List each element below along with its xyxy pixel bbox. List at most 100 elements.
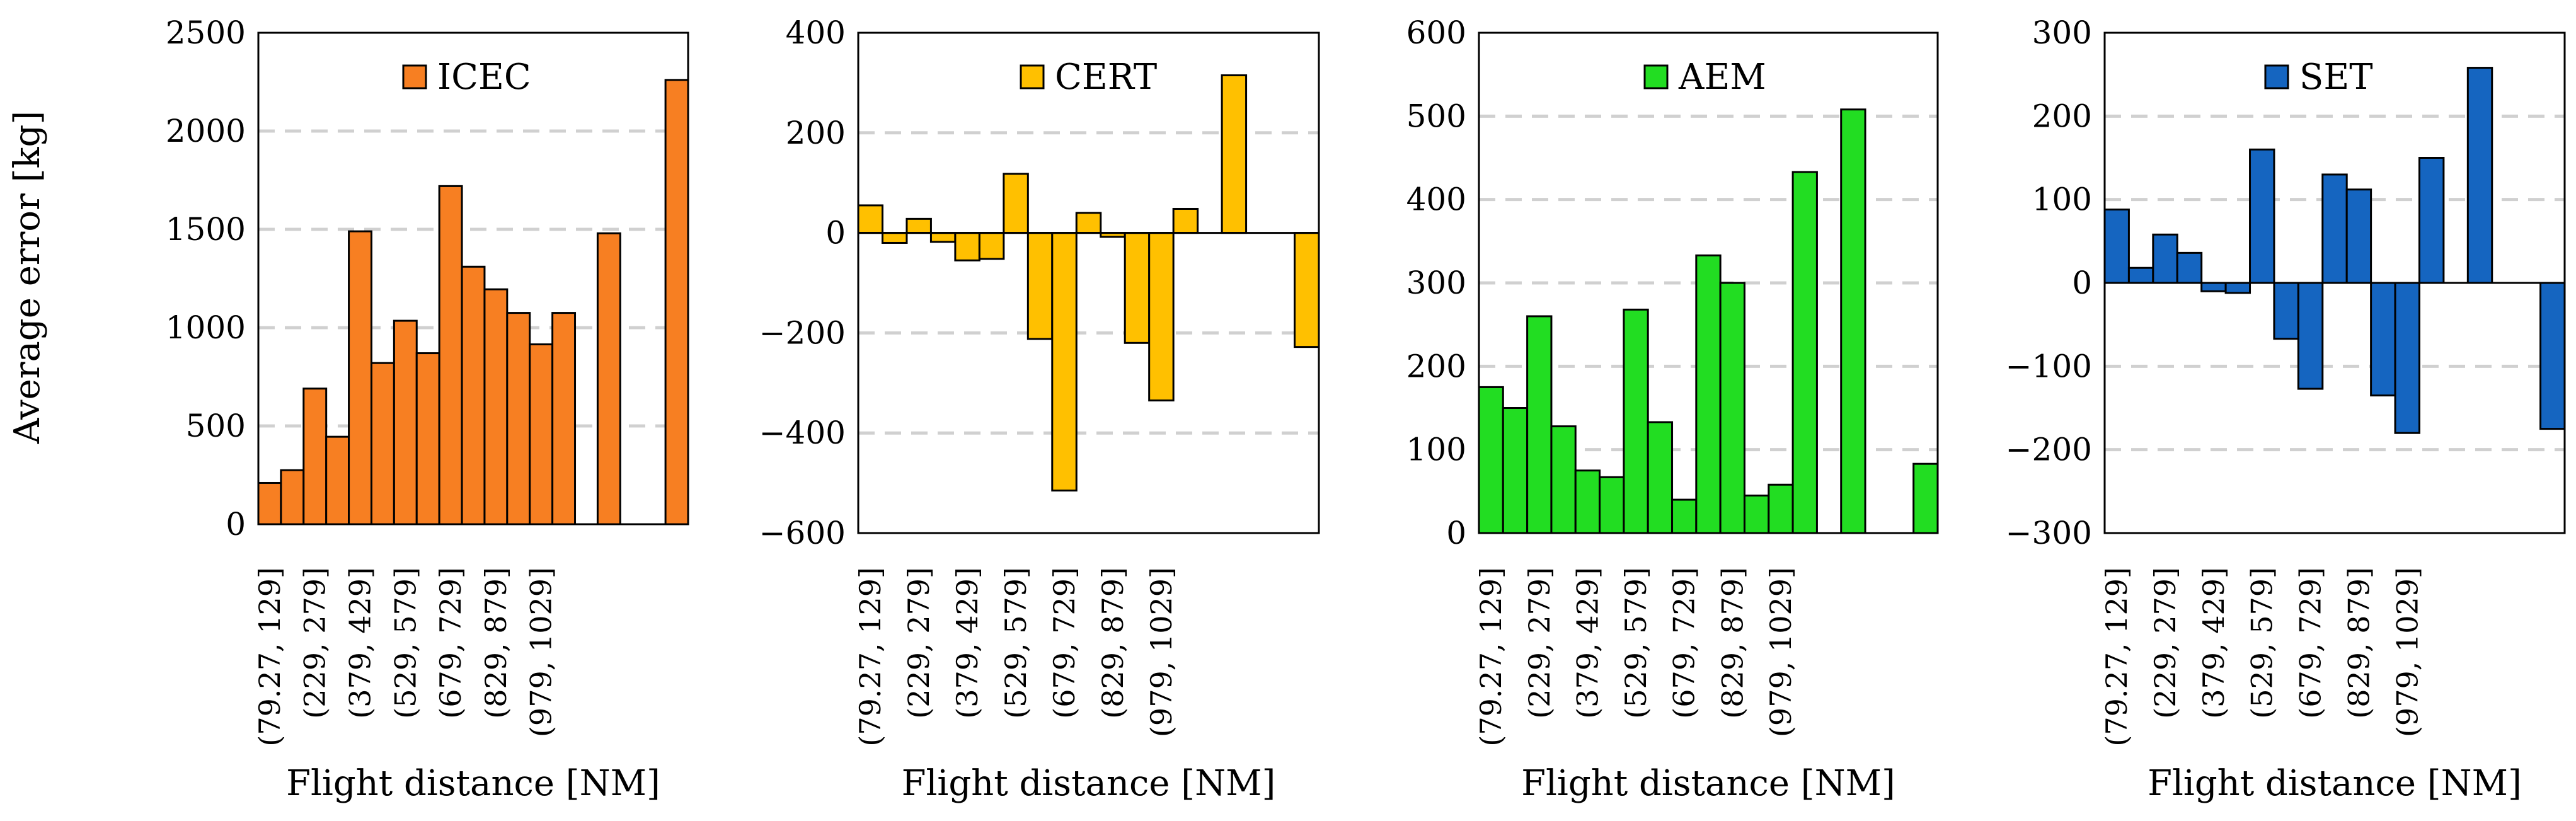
y-tick-label: −600 bbox=[759, 515, 846, 551]
x-axis-label: Flight distance [NM] bbox=[2148, 763, 2522, 804]
bar bbox=[461, 265, 486, 525]
x-tick-label: (379, 429] bbox=[1570, 567, 1604, 719]
bar bbox=[2345, 188, 2372, 284]
bar bbox=[325, 435, 350, 525]
x-tick-label: (379, 429] bbox=[950, 567, 984, 719]
bar bbox=[857, 204, 883, 234]
y-tick-label: 0 bbox=[226, 506, 246, 543]
bar bbox=[2249, 148, 2275, 284]
bar bbox=[1172, 207, 1199, 234]
bar bbox=[1075, 212, 1102, 234]
y-tick-label: 500 bbox=[186, 408, 246, 444]
x-tick-label: (379, 429] bbox=[2197, 567, 2231, 719]
y-tick-label: 600 bbox=[1406, 14, 1466, 51]
bar bbox=[529, 343, 554, 525]
bar bbox=[1478, 386, 1504, 534]
x-tick-label: (679, 729] bbox=[1667, 567, 1701, 719]
bar bbox=[2224, 282, 2251, 294]
bar bbox=[393, 319, 418, 525]
x-tick-label: (529, 579] bbox=[999, 567, 1033, 719]
x-tick-label: (829, 879] bbox=[2342, 567, 2376, 719]
bar bbox=[1221, 74, 1248, 234]
bar bbox=[1574, 469, 1601, 534]
bar bbox=[280, 469, 305, 525]
x-axis-label: Flight distance [NM] bbox=[286, 763, 660, 804]
y-tick-label: 100 bbox=[1406, 432, 1466, 468]
legend-label: ICEC bbox=[437, 57, 531, 98]
legend: CERT bbox=[1020, 57, 1157, 98]
bar bbox=[1768, 483, 1794, 534]
x-tick-label: (979, 1029] bbox=[2390, 567, 2424, 737]
bar bbox=[1743, 494, 1770, 534]
plot-area-frame bbox=[2103, 32, 2566, 534]
x-tick-label: (229, 279] bbox=[2148, 567, 2182, 719]
legend: SET bbox=[2264, 57, 2373, 98]
bar bbox=[1719, 282, 1745, 534]
bar bbox=[370, 362, 395, 525]
x-tick-label: (829, 879] bbox=[1096, 567, 1130, 719]
y-tick-label: 300 bbox=[1406, 265, 1466, 301]
y-tick-label: 2500 bbox=[166, 14, 246, 51]
bar bbox=[2539, 282, 2566, 430]
y-tick-label: 200 bbox=[1406, 348, 1466, 384]
y-tick-label: 0 bbox=[2072, 265, 2092, 301]
bar bbox=[415, 352, 440, 525]
bar bbox=[1623, 308, 1649, 534]
bar bbox=[483, 288, 509, 525]
y-tick-label: 100 bbox=[2032, 181, 2092, 218]
x-tick-label: (79.27, 129] bbox=[1474, 567, 1508, 747]
legend-label: AEM bbox=[1678, 57, 1766, 98]
y-tick-label: 300 bbox=[2032, 14, 2092, 51]
legend-swatch bbox=[2264, 64, 2289, 89]
x-tick-label: (979, 1029] bbox=[1144, 567, 1178, 737]
chart-panel-icec: 0 500 1000 1500 2000 2500 (79.27, 129] (229, 27… bbox=[166, 14, 689, 804]
x-axis-label: Flight distance [NM] bbox=[1521, 763, 1895, 804]
bar bbox=[2103, 209, 2130, 284]
x-tick-label: (79.27, 129] bbox=[853, 567, 887, 747]
plot-area-frame bbox=[257, 32, 689, 525]
x-tick-label: (829, 879] bbox=[1715, 567, 1749, 719]
plot-area-frame bbox=[1478, 32, 1939, 534]
x-tick-label: (229, 279] bbox=[298, 567, 332, 719]
bar bbox=[2127, 267, 2154, 284]
x-tick-label: (79.27, 129] bbox=[253, 567, 287, 747]
bar bbox=[1599, 476, 1625, 534]
bar bbox=[954, 232, 980, 261]
plot-area-frame bbox=[857, 32, 1320, 534]
x-axis-label: Flight distance [NM] bbox=[902, 763, 1276, 804]
y-tick-label: 200 bbox=[2032, 98, 2092, 134]
x-tick-label: (529, 579] bbox=[388, 567, 422, 719]
x-tick-label: (229, 279] bbox=[902, 567, 936, 719]
bar bbox=[1912, 462, 1939, 534]
y-tick-label: −300 bbox=[2006, 515, 2092, 551]
bar bbox=[1526, 315, 1553, 534]
bar bbox=[1294, 232, 1320, 348]
y-tick-label: 200 bbox=[786, 115, 846, 151]
x-tick-label: (679, 729] bbox=[434, 567, 468, 719]
bar bbox=[978, 232, 1005, 260]
x-tick-label: (529, 579] bbox=[2245, 567, 2279, 719]
bar bbox=[2370, 282, 2396, 397]
bar bbox=[1003, 173, 1029, 234]
y-tick-label: 400 bbox=[1406, 181, 1466, 218]
legend-swatch bbox=[1020, 64, 1045, 89]
bar bbox=[506, 312, 531, 525]
bar bbox=[2273, 282, 2299, 340]
y-tick-label: 0 bbox=[825, 215, 846, 251]
bar bbox=[1502, 407, 1529, 534]
bar bbox=[2200, 282, 2227, 292]
bar bbox=[438, 185, 463, 525]
x-tick-label: (679, 729] bbox=[2294, 567, 2328, 719]
bar bbox=[906, 217, 932, 234]
bar bbox=[2297, 282, 2324, 390]
bar bbox=[2176, 251, 2203, 284]
bar bbox=[1671, 498, 1698, 534]
bar bbox=[2152, 233, 2178, 284]
bar bbox=[596, 232, 621, 525]
legend: AEM bbox=[1643, 57, 1766, 98]
legend: ICEC bbox=[402, 57, 531, 98]
bar bbox=[1647, 421, 1674, 534]
bar bbox=[1550, 425, 1577, 534]
